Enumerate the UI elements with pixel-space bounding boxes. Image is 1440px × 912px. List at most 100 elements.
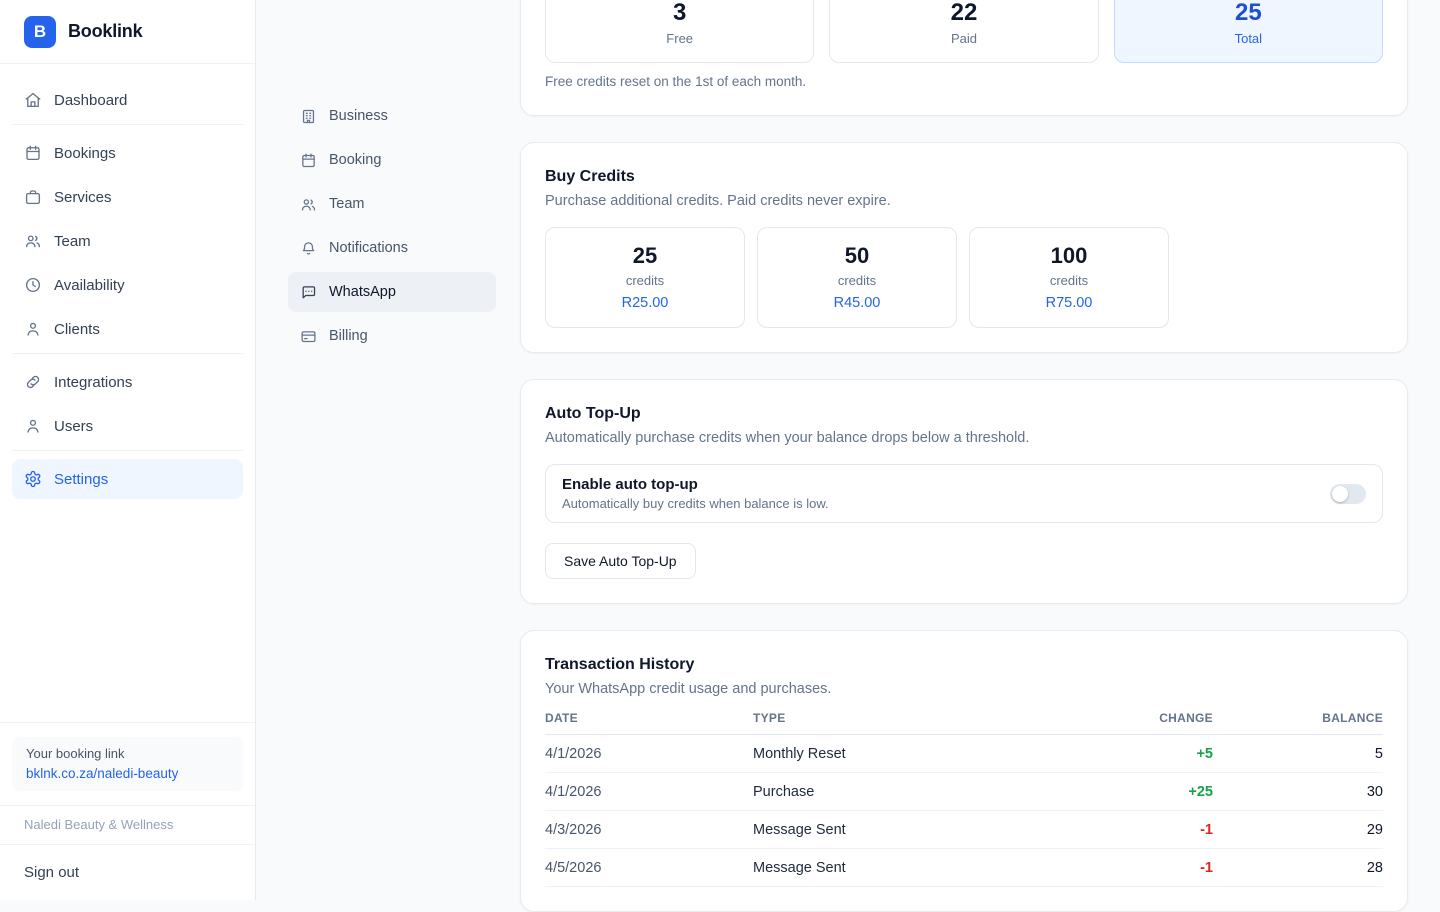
settings-tab-business[interactable]: Business: [288, 96, 496, 136]
sidebar-item-label: Users: [54, 417, 94, 435]
sidebar-item-users[interactable]: Users: [12, 406, 243, 446]
pack-credits-value: 50: [844, 243, 870, 268]
sidebar-item-availability[interactable]: Availability: [12, 265, 243, 305]
pack-credits-unit: credits: [625, 273, 665, 288]
pack-credits-value: 100: [1050, 243, 1088, 268]
sign-out-row: Sign out: [0, 845, 255, 900]
settings-tab-team[interactable]: Team: [288, 184, 496, 224]
credits-summary-card: 3 Free 22 Paid 25 Total Free credits reset on…: [520, 0, 1408, 116]
home-icon: [24, 91, 42, 109]
transactions-table-header: DATE TYPE CHANGE BALANCE: [545, 707, 1383, 735]
transactions-table-body: 4/1/2026 Monthly Reset +5 5 4/1/2026 Purchase…: [545, 735, 1383, 887]
credit-card-icon: [300, 328, 317, 345]
credit-stat-total: 25 Total: [1113, 0, 1383, 63]
settings-tab-label: Booking: [329, 152, 382, 168]
settings-tab-label: Notifications: [329, 240, 408, 256]
pack-price: R75.00: [1045, 295, 1093, 311]
sidebar-item-label: Dashboard: [54, 91, 128, 109]
sidebar: B Booklink Dashboard Bookings Services Team…: [0, 0, 256, 900]
column-header-date: DATE: [545, 711, 578, 725]
settings-tab-billing[interactable]: Billing: [288, 316, 496, 356]
credit-pack-25[interactable]: 25 credits R25.00: [545, 227, 745, 328]
booking-link-label: Your booking link: [26, 746, 125, 761]
sidebar-bottom: Your booking link bklnk.co.za/naledi-bea…: [0, 722, 255, 900]
user-icon: [24, 320, 42, 338]
cell-date: 4/3/2026: [545, 821, 602, 838]
sidebar-nav: Dashboard Bookings Services Team Availabilit…: [0, 64, 255, 503]
settings-tab-label: Business: [329, 108, 388, 124]
booking-link-url[interactable]: bklnk.co.za/naledi-beauty: [26, 766, 179, 781]
user-icon: [24, 417, 42, 435]
settings-tab-booking[interactable]: Booking: [288, 140, 496, 180]
briefcase-icon: [24, 188, 42, 206]
sign-out-button[interactable]: Sign out: [24, 864, 80, 881]
sidebar-item-label: Integrations: [54, 373, 133, 391]
credits-reset-note: Free credits reset on the 1st of each mo…: [545, 74, 807, 89]
calendar-icon: [300, 152, 317, 169]
table-row: 4/1/2026 Purchase +25 30: [545, 773, 1383, 811]
brand-name: Booklink: [68, 21, 143, 41]
pack-price: R25.00: [621, 295, 669, 311]
settings-tab-notifications[interactable]: Notifications: [288, 228, 496, 268]
sidebar-item-label: Settings: [54, 470, 109, 488]
sidebar-item-dashboard[interactable]: Dashboard: [12, 80, 243, 120]
auto-topup-subtitle: Automatically purchase credits when your…: [545, 430, 1030, 446]
cell-balance: 5: [1374, 745, 1383, 762]
pack-credits-unit: credits: [1049, 273, 1089, 288]
sidebar-divider: [12, 353, 243, 354]
cell-date: 4/5/2026: [545, 859, 602, 876]
stat-value: 22: [950, 0, 978, 26]
auto-topup-title: Auto Top-Up: [545, 405, 641, 422]
sidebar-item-clients[interactable]: Clients: [12, 309, 243, 349]
toggle-knob: [1332, 485, 1348, 502]
pack-price: R45.00: [833, 295, 881, 311]
stat-label: Paid: [950, 31, 977, 46]
stat-value: 3: [672, 0, 687, 26]
link-icon: [24, 373, 42, 391]
column-header-balance: BALANCE: [1322, 711, 1383, 725]
transaction-history-card: Transaction History Your WhatsApp credit…: [520, 630, 1408, 912]
credit-stats: 3 Free 22 Paid 25 Total: [545, 0, 1383, 63]
sidebar-item-label: Bookings: [54, 144, 116, 162]
sidebar-item-label: Services: [54, 188, 112, 206]
sidebar-item-bookings[interactable]: Bookings: [12, 133, 243, 173]
sidebar-divider: [12, 124, 243, 125]
settings-subnav: Business Booking Team Notifications WhatsApp…: [256, 0, 520, 900]
credit-packs: 25 credits R25.00 50 credits R45.00 100 credits…: [545, 227, 1383, 328]
transactions-table: DATE TYPE CHANGE BALANCE 4/1/2026 Monthly Re…: [545, 707, 1383, 887]
sidebar-item-team[interactable]: Team: [12, 221, 243, 261]
settings-tab-label: Team: [329, 196, 365, 212]
sidebar-item-label: Availability: [54, 276, 125, 294]
booklink-logo-icon: B: [24, 15, 56, 48]
table-row: 4/5/2026 Message Sent -1 28: [545, 849, 1383, 887]
sidebar-item-settings[interactable]: Settings: [12, 459, 243, 499]
users-icon: [24, 232, 42, 250]
cell-type: Message Sent: [753, 859, 846, 876]
pack-credits-value: 25: [632, 243, 658, 268]
calendar-icon: [24, 144, 42, 162]
stat-value: 25: [1234, 0, 1262, 26]
credit-pack-100[interactable]: 100 credits R75.00: [969, 227, 1169, 328]
sidebar-item-label: Team: [54, 232, 91, 250]
building-icon: [300, 108, 317, 125]
save-auto-topup-button[interactable]: Save Auto Top-Up: [545, 543, 696, 579]
cell-change: -1: [1200, 859, 1213, 876]
settings-tab-whatsapp[interactable]: WhatsApp: [288, 272, 496, 312]
main-content: 3 Free 22 Paid 25 Total Free credits reset on…: [520, 0, 1440, 912]
cell-change: +25: [1188, 783, 1213, 800]
table-row: 4/3/2026 Message Sent -1 29: [545, 811, 1383, 849]
table-row: 4/1/2026 Monthly Reset +5 5: [545, 735, 1383, 773]
cell-balance: 30: [1366, 783, 1383, 800]
credit-pack-50[interactable]: 50 credits R45.00: [757, 227, 957, 328]
cell-type: Message Sent: [753, 821, 846, 838]
credit-stat-paid: 22 Paid: [829, 0, 1099, 63]
gear-icon: [24, 470, 42, 488]
brand: B Booklink: [0, 0, 255, 64]
sidebar-item-integrations[interactable]: Integrations: [12, 362, 243, 402]
business-name: Naledi Beauty & Wellness: [0, 805, 255, 845]
settings-tab-label: WhatsApp: [329, 284, 396, 300]
cell-change: -1: [1200, 821, 1213, 838]
sidebar-item-services[interactable]: Services: [12, 177, 243, 217]
auto-topup-toggle[interactable]: [1330, 483, 1366, 504]
sidebar-item-label: Clients: [54, 320, 100, 338]
